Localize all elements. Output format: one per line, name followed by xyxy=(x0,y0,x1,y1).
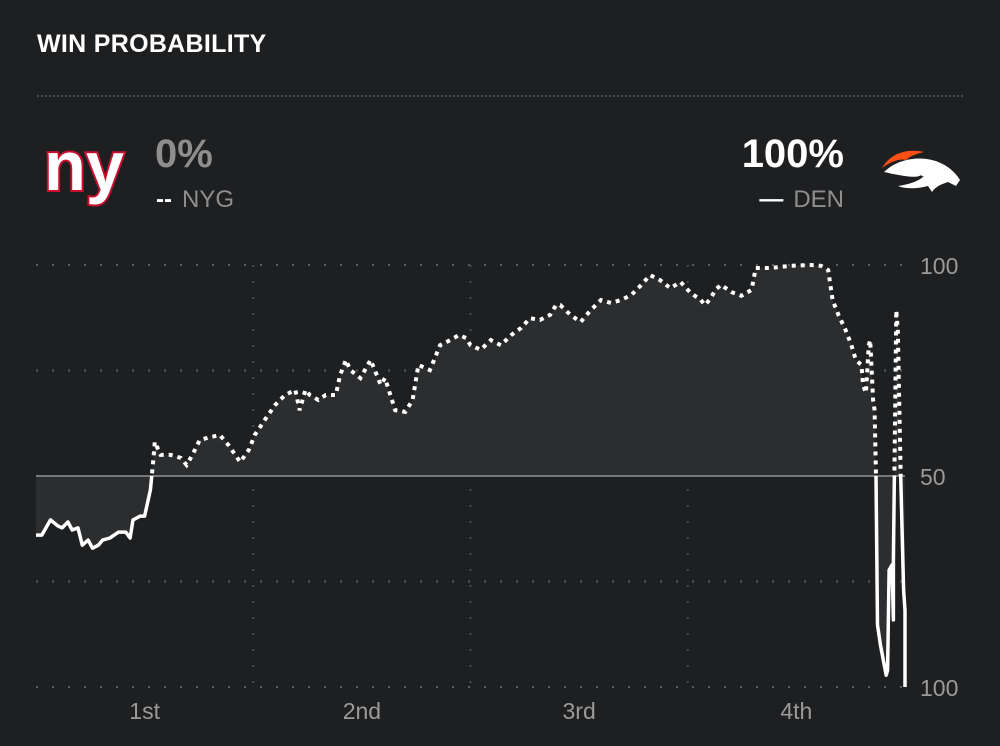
nyg-legend: -- NYG xyxy=(156,186,234,214)
y-tick-label: 100 xyxy=(920,253,958,279)
y-tick-label: 100 xyxy=(920,675,958,701)
page-title: WIN PROBABILITY xyxy=(37,30,267,58)
x-tick-label: 4th xyxy=(780,698,812,724)
solid-line-key: — xyxy=(759,186,784,213)
y-tick-label: 50 xyxy=(920,464,946,490)
den-win-pct: 100% xyxy=(741,132,844,176)
nyg-win-pct: 0% xyxy=(155,132,213,176)
divider xyxy=(37,95,963,97)
dashed-line-key: -- xyxy=(156,186,172,213)
den-favored-line xyxy=(149,262,903,476)
den-label: DEN xyxy=(793,186,844,213)
x-tick-label: 3rd xyxy=(563,698,596,724)
svg-text:ny: ny xyxy=(44,132,124,205)
giants-logo: ny xyxy=(42,132,126,207)
x-tick-label: 1st xyxy=(129,698,160,724)
broncos-logo xyxy=(882,150,960,192)
den-legend: — DEN xyxy=(759,186,844,214)
nyg-label: NYG xyxy=(181,186,234,213)
x-tick-label: 2nd xyxy=(343,698,381,724)
